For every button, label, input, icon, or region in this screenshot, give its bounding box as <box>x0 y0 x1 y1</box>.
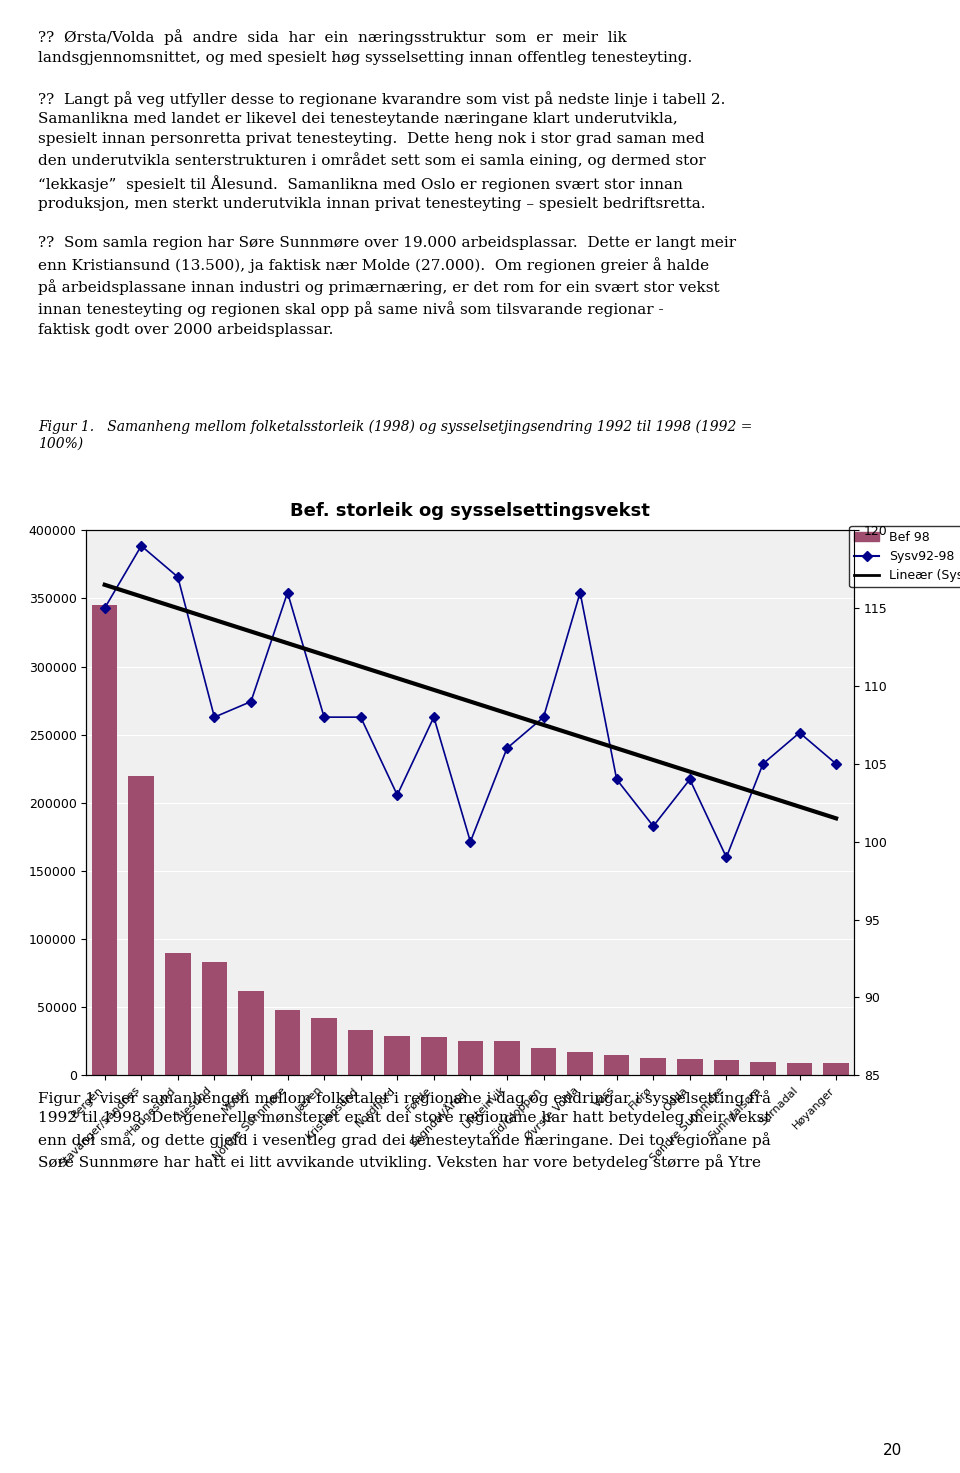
Legend: Bef 98, Sysv92-98, Lineær (Sysv92-98): Bef 98, Sysv92-98, Lineær (Sysv92-98) <box>850 526 960 588</box>
Bar <box>275 1010 300 1075</box>
Bar <box>787 1064 812 1075</box>
Bar <box>531 1049 557 1075</box>
Title: Bef. storleik og sysselsettingsvekst: Bef. storleik og sysselsettingsvekst <box>291 502 650 520</box>
Text: ??  Ørsta/Volda  på  andre  sida  har  ein  næringsstruktur  som  er  meir  lik
: ?? Ørsta/Volda på andre sida har ein nær… <box>38 29 736 337</box>
Text: 20: 20 <box>883 1444 902 1458</box>
Bar <box>384 1036 410 1075</box>
Bar <box>129 775 154 1075</box>
Bar <box>677 1059 703 1075</box>
Bar <box>348 1030 373 1075</box>
Bar <box>458 1041 483 1075</box>
Bar <box>640 1058 666 1075</box>
Bar <box>567 1052 593 1075</box>
Text: Figur 1.   Samanheng mellom folketalsstorleik (1998) og sysselsetjingsendring 19: Figur 1. Samanheng mellom folketalsstorl… <box>38 420 753 451</box>
Bar <box>421 1037 446 1075</box>
Bar <box>92 605 117 1075</box>
Bar <box>494 1041 519 1075</box>
Bar <box>750 1062 776 1075</box>
Bar <box>202 962 228 1075</box>
Bar <box>824 1064 849 1075</box>
Bar <box>165 953 191 1075</box>
Bar <box>238 991 264 1075</box>
Bar <box>604 1055 630 1075</box>
Text: Figur 1 viser samanhengen mellom folketalet i regionane i dag og endringar i sys: Figur 1 viser samanhengen mellom folketa… <box>38 1090 772 1170</box>
Bar <box>311 1018 337 1075</box>
Bar <box>713 1061 739 1075</box>
